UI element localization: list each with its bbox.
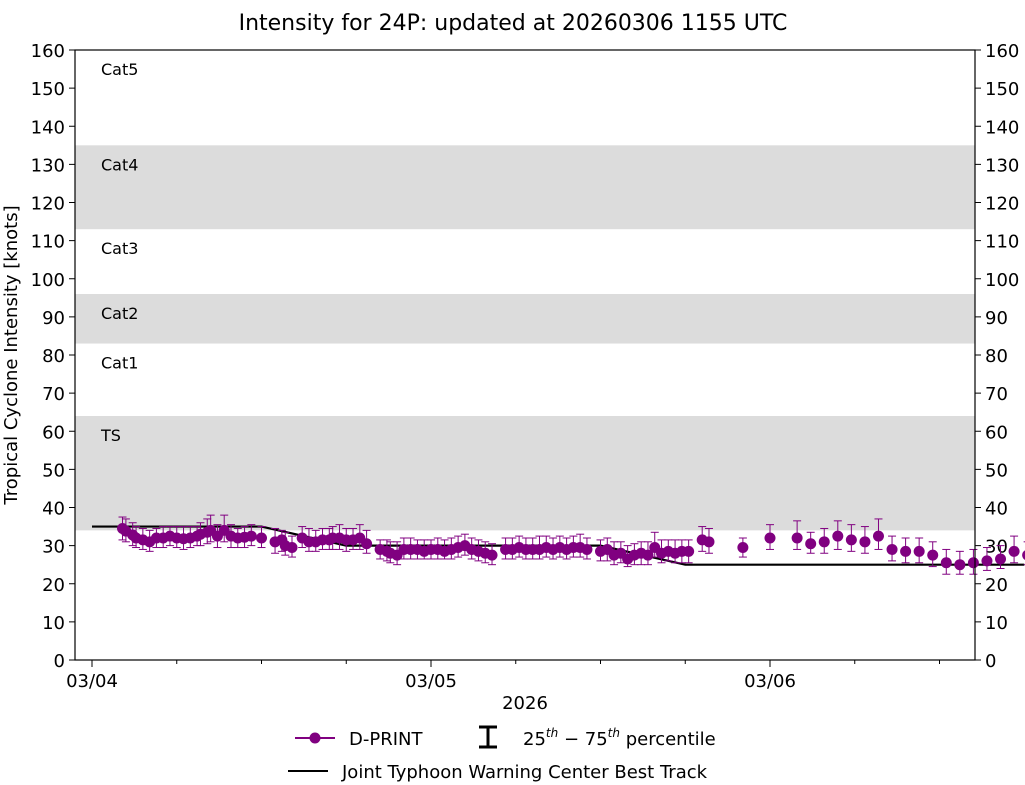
legend-percentile-suffix: percentile [620,729,716,750]
y-tick-label-left: 70 [42,384,65,405]
dprint-point [886,543,898,555]
dprint-point [995,553,1007,565]
x-tick-label: 03/04 [66,671,118,692]
band-label-cat1: Cat1 [101,354,138,373]
y-tick-label-left: 110 [31,232,65,253]
dprint-point [981,555,993,567]
legend-percentile-base-1: 25 [523,729,546,750]
y-axis-right: 0 10 20 30 40 50 60 70 80 90 100 110 120 130 140 150 160 [975,41,1019,672]
dprint-point [805,538,817,550]
legend-percentile-base-2: 75 [585,729,608,750]
y-tick-label-right: 140 [985,117,1019,138]
y-tick-label-right: 20 [985,575,1008,596]
x-axis-label: 2026 [502,693,548,714]
y-tick-label-right: 160 [985,41,1019,62]
dprint-point [256,532,267,544]
y-tick-label-right: 90 [985,308,1008,329]
dprint-point [486,549,498,561]
dprint-point [737,542,749,554]
dprint-point [581,543,593,555]
category-bands [75,145,975,531]
y-tick-label-left: 30 [42,537,65,558]
dprint-point [967,557,979,569]
dprint-point [845,534,857,546]
y-tick-label-left: 80 [42,346,65,367]
dprint-series [117,514,1025,575]
y-tick-label-right: 0 [985,651,996,672]
y-tick-label-right: 40 [985,499,1008,520]
band-label-cat2: Cat2 [101,304,138,323]
y-tick-label-right: 70 [985,384,1008,405]
y-tick-label-right: 130 [985,155,1019,176]
y-tick-label-left: 100 [31,270,65,291]
y-tick-label-left: 120 [31,194,65,215]
band-label-cat5: Cat5 [101,60,138,79]
chart-title: Intensity for 24P: updated at 20260306 1… [239,11,788,36]
y-tick-label-left: 140 [31,117,65,138]
dprint-point [764,532,776,544]
legend-percentile-label: 25th − 75th percentile [523,726,716,750]
dprint-point [286,542,298,554]
y-axis-label: Tropical Cyclone Intensity [knots] [1,205,22,505]
band-cat4 [75,145,975,230]
legend-errorbar-icon [479,725,497,749]
dprint-point [832,530,844,542]
dprint-point [859,536,871,548]
legend-percentile-dash: − [558,729,585,750]
dprint-point [818,536,830,548]
legend-percentile-sup-2: th [608,726,620,740]
y-tick-label-left: 0 [54,651,65,672]
y-axis-left: 0 10 20 30 40 50 60 70 80 90 100 110 120 130 140 150 160 [31,41,75,672]
y-tick-label-right: 150 [985,79,1019,100]
y-tick-label-right: 80 [985,346,1008,367]
legend-dprint-label: D-PRINT [349,729,423,750]
band-ts [75,416,975,531]
dprint-point [361,538,373,550]
dprint-point [900,545,912,557]
y-tick-label-right: 30 [985,537,1008,558]
dprint-point [1008,545,1020,557]
dprint-point [1022,550,1025,560]
dprint-point [683,545,695,557]
y-tick-label-right: 50 [985,460,1008,481]
legend-dprint-marker [309,732,321,744]
dprint-point [954,559,966,571]
dprint-point [245,530,257,542]
dprint-point [791,532,803,544]
x-tick-label: 03/06 [744,671,796,692]
y-tick-label-left: 50 [42,460,65,481]
x-tick-label: 03/05 [405,671,457,692]
y-tick-label-left: 130 [31,155,65,176]
dprint-point [872,530,884,542]
legend-percentile-sup-1: th [546,726,558,740]
dprint-point [927,549,939,561]
y-tick-label-left: 160 [31,41,65,62]
y-tick-label-right: 60 [985,422,1008,443]
band-label-cat3: Cat3 [101,239,138,258]
y-tick-label-left: 150 [31,79,65,100]
dprint-point [940,557,952,569]
legend: D-PRINT 25th − 75th percentile Joint Typ… [288,725,716,783]
dprint-point [642,549,654,561]
y-tick-label-right: 100 [985,270,1019,291]
y-tick-label-left: 60 [42,422,65,443]
dprint-point [913,545,925,557]
y-tick-label-left: 40 [42,499,65,520]
y-tick-label-right: 110 [985,232,1019,253]
band-label-ts: TS [100,426,121,445]
band-cat2 [75,294,975,344]
y-tick-label-left: 10 [42,613,65,634]
y-tick-label-right: 10 [985,613,1008,634]
band-label-cat4: Cat4 [101,155,138,174]
y-tick-label-left: 90 [42,308,65,329]
category-labels: TS Cat1 Cat2 Cat3 Cat4 Cat5 [100,60,138,445]
plot-frame [74,49,976,661]
y-tick-label-right: 120 [985,194,1019,215]
legend-besttrack-label: Joint Typhoon Warning Center Best Track [341,762,708,783]
dprint-point [703,536,715,548]
y-tick-label-left: 20 [42,575,65,596]
x-axis: 03/04 03/05 03/06 [66,660,940,692]
